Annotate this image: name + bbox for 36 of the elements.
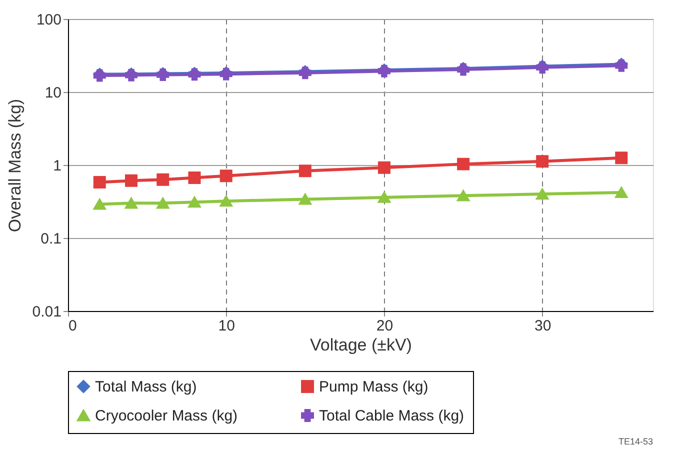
point	[220, 196, 232, 207]
point	[378, 161, 390, 174]
point	[536, 155, 549, 168]
point	[93, 198, 106, 210]
x-tick-label: 20	[376, 318, 394, 334]
point	[156, 198, 170, 209]
point	[457, 158, 470, 170]
text: TE14-53	[618, 436, 653, 446]
point	[93, 176, 106, 189]
point	[536, 188, 549, 200]
point	[615, 186, 628, 198]
legend-label: Total Cable Mass (kg)	[319, 408, 464, 424]
point	[156, 173, 170, 186]
x-tick-label: 30	[534, 318, 552, 334]
point	[125, 198, 138, 209]
point	[298, 164, 312, 178]
point	[615, 152, 628, 164]
point	[220, 170, 232, 182]
legend-label: Cryocooler Mass (kg)	[95, 408, 238, 424]
legend-label: Total Mass (kg)	[95, 378, 197, 396]
point	[457, 190, 470, 202]
y-axis-title: Overall Mass (kg)	[5, 98, 24, 232]
point	[125, 174, 138, 187]
x-tick-label: 0	[68, 318, 77, 334]
y-tick-label: 10	[44, 84, 62, 102]
point	[188, 196, 201, 208]
y-tick-label: 100	[36, 12, 62, 28]
point	[298, 194, 312, 205]
y-tick-label: 0.01	[32, 304, 62, 320]
legend-label: Pump Mass (kg)	[319, 378, 428, 396]
x-tick-label: 10	[218, 318, 235, 334]
point	[378, 192, 390, 203]
y-tick-label: 1	[53, 158, 62, 174]
point	[188, 171, 201, 184]
x-axis-title: Voltage (±kV)	[310, 336, 412, 354]
y-tick-label: 0.1	[40, 230, 62, 248]
